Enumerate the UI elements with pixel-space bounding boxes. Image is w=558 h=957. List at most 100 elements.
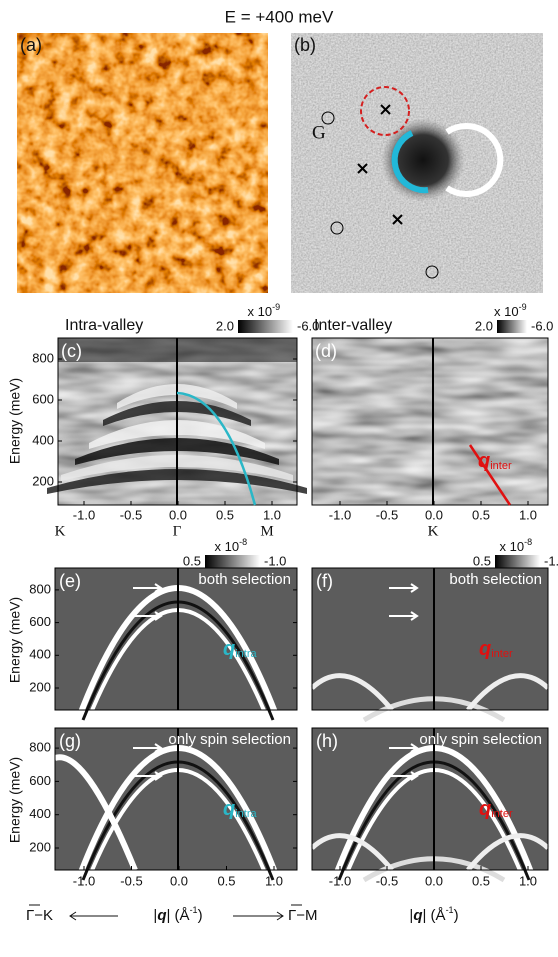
colorbar <box>205 555 260 568</box>
label-part: q <box>478 450 490 472</box>
colorbar-max: -1.0 <box>264 553 286 568</box>
panel-label: (g) <box>59 731 81 751</box>
selection-mode: both selection <box>449 571 542 588</box>
label-part: x 10 <box>248 304 273 319</box>
y-tick-label: 800 <box>29 581 51 596</box>
label-part: | (Å <box>166 907 189 924</box>
label-part: x 10 <box>215 539 240 554</box>
arrow-right <box>233 912 283 920</box>
y-axis-label: Energy (meV) <box>7 597 23 683</box>
symmetry-point: K <box>428 523 439 539</box>
colorbar-min: 2.0 <box>475 318 493 333</box>
spectrum-bg <box>312 338 548 505</box>
colorbar-max: -6.0 <box>531 318 553 333</box>
symmetry-point: Γ <box>173 523 182 539</box>
label-part: x 10 <box>494 304 519 319</box>
colorbar <box>497 320 527 333</box>
x-direction-left: Γ−K <box>26 907 53 924</box>
x-direction-right: Γ−M <box>288 907 318 924</box>
rich-label: x 10-9 <box>494 302 527 319</box>
label-part: inter <box>491 808 513 820</box>
colorbar-max: -1.0 <box>544 553 558 568</box>
x-tick-label: 0.5 <box>216 507 234 522</box>
label-part: q <box>223 798 235 820</box>
y-tick-label: 400 <box>29 806 51 821</box>
selection-mode: only spin selection <box>419 731 542 748</box>
selection-mode: only spin selection <box>168 731 291 748</box>
x-tick-label: 1.0 <box>265 873 283 888</box>
rich-label: |q| (Å-1) <box>409 905 458 924</box>
panel-label: (a) <box>20 35 42 55</box>
colorbar <box>495 555 540 568</box>
arrow-left <box>70 912 118 920</box>
x-tick-label: 0.0 <box>425 507 443 522</box>
y-tick-label: 800 <box>29 740 51 755</box>
label-part: -9 <box>272 302 280 312</box>
x-tick-label: -0.5 <box>376 873 398 888</box>
y-tick-label: 600 <box>29 773 51 788</box>
figure-title: E = +400 meV <box>225 7 334 26</box>
colorbar-min: 2.0 <box>216 318 234 333</box>
label-part: q <box>479 798 491 820</box>
label-part: x 10 <box>500 539 525 554</box>
symmetry-point: K <box>55 523 66 539</box>
panel-label: (e) <box>59 571 81 591</box>
label-part: inter <box>490 460 512 472</box>
label-part: ) <box>198 907 203 924</box>
x-tick-label: -1.0 <box>329 873 351 888</box>
rich-label: x 10-8 <box>500 537 533 554</box>
x-tick-label: 0.5 <box>472 507 490 522</box>
x-tick-label: 0.5 <box>217 873 235 888</box>
label-part: -9 <box>519 302 527 312</box>
panel-label: (b) <box>294 35 316 55</box>
x-tick-label: -0.5 <box>120 507 142 522</box>
marker-label: G <box>312 122 326 143</box>
y-tick-label: 200 <box>29 839 51 854</box>
x-tick-label: -0.5 <box>376 507 398 522</box>
panel-label: (f) <box>316 571 333 591</box>
label-part: -1 <box>446 905 454 915</box>
colorbar-max: -6.0 <box>297 318 319 333</box>
figure: E = +400 meV (a) G (b) Intra-valley Inte… <box>0 0 558 957</box>
x-tick-label: -1.0 <box>329 507 351 522</box>
label-part: q <box>479 638 491 660</box>
x-tick-label: -1.0 <box>73 507 95 522</box>
y-tick-label: 800 <box>32 350 54 365</box>
label-part: -8 <box>524 537 532 547</box>
colorbar-min: 0.5 <box>473 553 491 568</box>
rich-label: x 10-9 <box>248 302 281 319</box>
panel-heading: Inter-valley <box>314 317 392 334</box>
label-part: intra <box>235 648 257 660</box>
x-tick-label: 1.0 <box>519 873 537 888</box>
fourier-image: G <box>291 33 543 293</box>
symmetry-point: M <box>260 523 273 539</box>
x-tick-label: 1.0 <box>519 507 537 522</box>
colorbar-min: 0.5 <box>183 553 201 568</box>
label-part: q <box>157 907 166 924</box>
x-tick-label: -0.5 <box>120 873 142 888</box>
selection-mode: both selection <box>198 571 291 588</box>
colorbar <box>238 320 293 333</box>
label-part: ) <box>454 907 459 924</box>
label-part: inter <box>491 648 513 660</box>
x-tick-label: 0.0 <box>170 873 188 888</box>
sim-bg <box>312 568 548 710</box>
label-part: q <box>413 907 422 924</box>
x-tick-label: 0.0 <box>169 507 187 522</box>
x-tick-label: -1.0 <box>73 873 95 888</box>
rich-label: x 10-8 <box>215 537 248 554</box>
label-part: -1 <box>190 905 198 915</box>
y-tick-label: 400 <box>29 647 51 662</box>
panel-label: (h) <box>316 731 338 751</box>
x-tick-label: 0.5 <box>472 873 490 888</box>
rich-label: |q| (Å-1) <box>153 905 202 924</box>
x-tick-label: 1.0 <box>263 507 281 522</box>
y-tick-label: 200 <box>29 679 51 694</box>
label-part: intra <box>235 808 257 820</box>
panel-heading: Intra-valley <box>65 317 143 334</box>
y-tick-label: 600 <box>29 614 51 629</box>
y-axis-label: Energy (meV) <box>7 757 23 843</box>
label-part: -8 <box>239 537 247 547</box>
label-part: q <box>223 638 235 660</box>
y-tick-label: 200 <box>32 473 54 488</box>
